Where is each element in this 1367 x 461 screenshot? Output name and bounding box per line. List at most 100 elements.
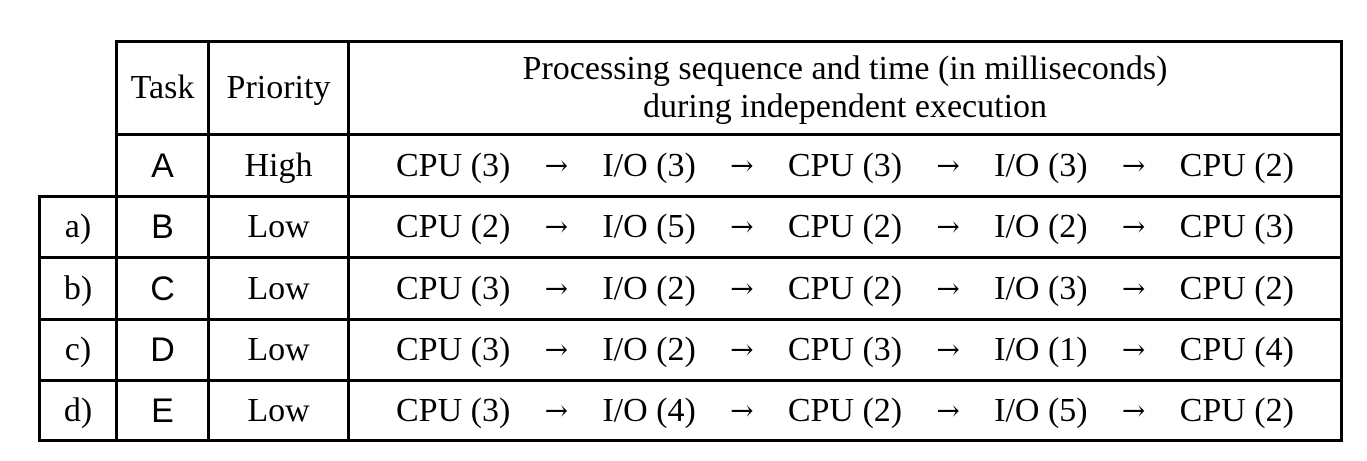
priority-cell: Low: [210, 198, 347, 256]
step-2: I/O (3): [602, 146, 696, 184]
sequence-row: CPU (3) → I/O (4) → CPU (2) → I/O (5) → …: [350, 391, 1340, 429]
task-cell: E: [118, 382, 207, 439]
arrow-icon: →: [1121, 210, 1146, 243]
priority-cell: Low: [210, 259, 347, 318]
priority-label: Low: [247, 269, 310, 307]
header-task: Task: [118, 43, 207, 133]
step-2: I/O (2): [602, 269, 696, 307]
task-cell: B: [118, 198, 207, 256]
option-label-c: c): [64, 331, 92, 368]
step-1: CPU (3): [396, 146, 511, 184]
sequence-cell: CPU (3) → I/O (3) → CPU (3) → I/O (3) → …: [350, 136, 1340, 195]
arrow-icon: →: [544, 148, 569, 182]
option-cell: b): [41, 259, 115, 318]
step-5: CPU (2): [1179, 146, 1294, 184]
row-divider-a: [38, 195, 1343, 198]
task-cell: A: [118, 136, 207, 195]
step-3: CPU (2): [787, 269, 903, 307]
step-1: CPU (3): [396, 269, 511, 307]
step-4: I/O (3): [994, 269, 1088, 307]
step-1: CPU (3): [396, 331, 511, 368]
arrow-icon: →: [936, 210, 960, 243]
priority-cell: Low: [210, 321, 347, 379]
priority-label: High: [244, 146, 313, 184]
arrow-icon: →: [1121, 148, 1146, 182]
step-4: I/O (5): [994, 391, 1088, 429]
arrow-icon: →: [1121, 333, 1146, 366]
sequence-row: CPU (3) → I/O (3) → CPU (3) → I/O (3) → …: [350, 146, 1340, 184]
header-task-label: Task: [130, 69, 195, 106]
option-cell: a): [41, 198, 115, 256]
row-divider-c: [38, 318, 1343, 321]
sequence-cell: CPU (3) → I/O (2) → CPU (2) → I/O (3) → …: [350, 259, 1340, 318]
header-sequence-line1: Processing sequence and time (in millise…: [522, 50, 1168, 87]
task-label: A: [151, 146, 174, 185]
arrow-icon: →: [936, 393, 960, 427]
sequence-cell: CPU (3) → I/O (4) → CPU (2) → I/O (5) → …: [350, 382, 1340, 439]
sequence-row: CPU (3) → I/O (2) → CPU (3) → I/O (1) → …: [350, 333, 1340, 367]
arrow-icon: →: [1121, 271, 1146, 305]
sequence-column-left-border: [347, 40, 350, 442]
header-divider: [116, 133, 1343, 136]
task-cell: C: [118, 259, 207, 318]
sequence-cell: CPU (3) → I/O (2) → CPU (3) → I/O (1) → …: [350, 321, 1340, 379]
task-cell: D: [118, 321, 207, 379]
option-label-d: d): [63, 391, 93, 429]
sequence-cell: CPU (2) → I/O (5) → CPU (2) → I/O (2) → …: [350, 198, 1340, 256]
header-sequence-line2: during independent execution: [642, 88, 1048, 125]
priority-label: Low: [247, 208, 310, 245]
step-1: CPU (2): [396, 208, 511, 245]
arrow-icon: →: [936, 333, 960, 366]
step-4: I/O (3): [994, 146, 1088, 184]
step-5: CPU (2): [1179, 391, 1294, 429]
step-3: CPU (3): [787, 331, 903, 368]
arrow-icon: →: [730, 271, 754, 305]
arrow-icon: →: [730, 210, 754, 243]
arrow-icon: →: [730, 333, 754, 366]
priority-label: Low: [247, 391, 310, 429]
option-label-b: b): [63, 269, 93, 307]
task-label: E: [151, 391, 174, 430]
step-4: I/O (1): [994, 331, 1088, 368]
arrow-icon: →: [936, 271, 960, 305]
arrow-icon: →: [544, 333, 569, 366]
priority-column-left-border: [207, 40, 210, 442]
priority-cell: High: [210, 136, 347, 195]
header-priority: Priority: [210, 43, 347, 133]
option-cell: c): [41, 321, 115, 379]
arrow-icon: →: [1121, 393, 1146, 427]
step-5: CPU (3): [1179, 208, 1294, 245]
task-label: D: [150, 331, 175, 369]
option-cell: d): [41, 382, 115, 439]
step-5: CPU (4): [1179, 331, 1294, 368]
task-column-left-border: [115, 40, 118, 442]
arrow-icon: →: [544, 271, 569, 305]
arrow-icon: →: [730, 393, 754, 427]
step-1: CPU (3): [396, 391, 511, 429]
row-divider-b: [38, 256, 1343, 259]
task-label: C: [150, 269, 175, 308]
step-2: I/O (2): [602, 331, 696, 368]
step-4: I/O (2): [994, 208, 1088, 245]
task-label: B: [151, 208, 174, 246]
priority-label: Low: [247, 331, 310, 368]
option-column-left-border: [38, 195, 41, 442]
arrow-icon: →: [544, 210, 569, 243]
option-label-a: a): [64, 208, 92, 245]
step-3: CPU (3): [787, 146, 903, 184]
arrow-icon: →: [730, 148, 754, 182]
step-5: CPU (2): [1179, 269, 1294, 307]
arrow-icon: →: [936, 148, 960, 182]
arrow-icon: →: [544, 393, 569, 427]
sequence-row: CPU (2) → I/O (5) → CPU (2) → I/O (2) → …: [350, 210, 1340, 244]
header-priority-label: Priority: [226, 69, 331, 106]
header-sequence: Processing sequence and time (in millise…: [350, 43, 1340, 133]
step-3: CPU (2): [787, 391, 903, 429]
sequence-row: CPU (3) → I/O (2) → CPU (2) → I/O (3) → …: [350, 269, 1340, 307]
step-2: I/O (5): [602, 208, 696, 245]
step-2: I/O (4): [602, 391, 696, 429]
priority-cell: Low: [210, 382, 347, 439]
step-3: CPU (2): [787, 208, 903, 245]
row-divider-d: [38, 379, 1343, 382]
